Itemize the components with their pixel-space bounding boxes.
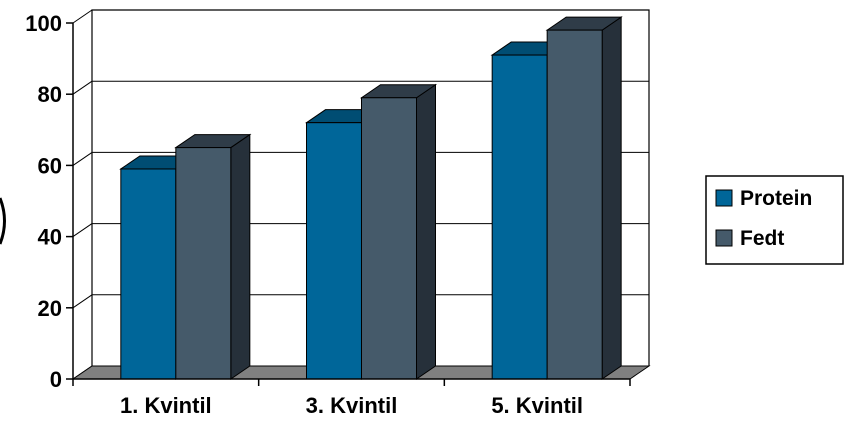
y-tick-label: 0 — [50, 367, 62, 392]
y-axis: 0 20 40 60 80 100 — [0, 11, 74, 392]
bar-side — [601, 16, 622, 380]
grid-diagonal — [72, 80, 93, 95]
bar-group — [119, 16, 623, 380]
x-axis: 1. Kvintil 3. Kvintil 5. Kvintil — [72, 378, 631, 418]
bar-front — [120, 168, 177, 380]
legend-label-protein: Protein — [740, 187, 812, 210]
legend-swatch-fedt — [715, 229, 733, 247]
y-tick-label: 60 — [38, 153, 62, 178]
bar-front — [361, 97, 417, 380]
legend: Protein Fedt — [705, 175, 844, 265]
bar-fedt-2 — [359, 83, 438, 380]
bar-side — [230, 133, 251, 380]
x-category-label: 1. Kvintil — [120, 393, 212, 418]
legend-label-fedt: Fedt — [740, 227, 784, 250]
x-category-label: 5. Kvintil — [491, 393, 583, 418]
grid-diagonal — [72, 9, 93, 24]
legend-swatch-protein — [715, 189, 733, 207]
bar-front — [175, 147, 232, 380]
y-tick-label: 40 — [38, 225, 62, 250]
bar-fedt-3 — [545, 16, 623, 380]
bar-front — [546, 29, 603, 380]
grid-diagonal — [72, 151, 93, 166]
bar-front — [306, 122, 362, 380]
grid-diagonal — [72, 294, 93, 309]
y-tick-label: 80 — [38, 82, 62, 107]
x-category-label: 3. Kvintil — [306, 393, 398, 418]
grid-diagonal — [72, 223, 93, 238]
cropped-axis-title-fragment — [0, 197, 6, 245]
bar-side — [416, 83, 436, 380]
bar-front — [491, 54, 548, 380]
y-tick-label: 20 — [38, 296, 62, 321]
bar-fedt-1 — [174, 133, 252, 380]
y-tick-label: 100 — [25, 11, 62, 36]
